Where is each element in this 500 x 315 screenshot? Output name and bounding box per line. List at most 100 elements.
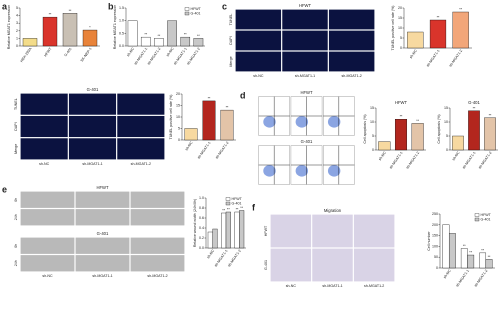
row-label: 24h xyxy=(14,214,18,220)
significance-mark: ** xyxy=(240,206,243,210)
x-tick-label: sh-NC xyxy=(184,140,193,151)
micrograph xyxy=(282,9,328,30)
significance-mark: ** xyxy=(197,34,200,38)
significance-mark: ** xyxy=(437,15,440,19)
significance-mark: ** xyxy=(226,106,229,110)
bar xyxy=(442,224,450,269)
micrograph xyxy=(117,138,165,160)
micrograph xyxy=(20,209,75,226)
bar xyxy=(378,141,391,151)
x-tick-label: sh-NC xyxy=(409,48,418,59)
y-tick-label: 200 xyxy=(432,223,438,227)
x-tick-label: sh-NC xyxy=(378,150,387,161)
bar xyxy=(62,13,78,47)
column-label: sh-NC xyxy=(253,74,264,78)
bar xyxy=(484,117,496,151)
y-tick-label: 150 xyxy=(432,234,438,238)
column-label: sh-MGAT1-1 xyxy=(92,274,112,278)
x-tick-label: sh-NC xyxy=(206,248,215,259)
x-tick-label: sh-MGAT1-1 xyxy=(426,49,441,68)
bar xyxy=(22,38,38,47)
significance-mark: ** xyxy=(489,113,492,117)
panel-label: b xyxy=(108,1,114,11)
x-tick-label: sh-NC xyxy=(443,268,452,279)
bar xyxy=(467,254,475,269)
x-tick-label: sh-MGAT1-2 xyxy=(147,47,162,66)
x-tick-label: sh-MGAT1-2 xyxy=(405,151,420,170)
y-axis-label: Cell apoptosis (%) xyxy=(437,114,441,143)
image-title: G-401 xyxy=(87,87,99,92)
x-tick-label: HFWT xyxy=(43,46,53,57)
micrograph xyxy=(353,214,395,248)
significance-mark: ** xyxy=(400,115,403,119)
panel-label: a xyxy=(2,1,8,11)
row-label: HFWT xyxy=(264,225,268,236)
flow-cloud xyxy=(295,165,309,177)
micrograph xyxy=(75,237,130,254)
y-tick-label: 250 xyxy=(432,212,438,216)
micrograph xyxy=(117,93,165,115)
y-tick-label: 0 xyxy=(446,148,448,152)
legend-label: G-401 xyxy=(481,217,491,221)
y-tick-label: 0 xyxy=(400,46,402,50)
x-tick-label: sh-MGAT1-2 xyxy=(448,49,463,68)
bar xyxy=(42,16,58,47)
micrograph xyxy=(312,248,353,282)
panel-label: e xyxy=(2,184,7,194)
bar xyxy=(167,20,177,47)
micrograph xyxy=(282,51,328,72)
flow-cloud xyxy=(263,165,276,177)
bar xyxy=(429,19,447,49)
row-label: DAPI xyxy=(229,36,233,44)
significance-mark: ** xyxy=(144,33,147,37)
y-tick-label: 15 xyxy=(176,103,180,107)
row-label: 0h xyxy=(14,198,18,202)
y-tick-label: 3 xyxy=(16,21,18,25)
row-label: G-401 xyxy=(264,260,268,270)
column-label: sh-MGAT1-1 xyxy=(322,284,342,288)
significance-mark: * xyxy=(89,25,91,29)
micrograph xyxy=(312,214,353,248)
significance-mark: ** xyxy=(473,106,476,110)
column-label: sh-NC xyxy=(286,284,297,288)
y-tick-label: 5 xyxy=(400,36,402,40)
bar xyxy=(234,211,240,249)
micrograph xyxy=(68,138,117,160)
y-tick-label: 50 xyxy=(434,255,438,259)
flow-cloud xyxy=(263,116,276,128)
micrograph xyxy=(20,255,75,272)
y-tick-label: 0.0 xyxy=(199,246,204,250)
micrograph xyxy=(130,237,185,254)
significance-mark: ** xyxy=(49,13,52,17)
bar xyxy=(452,135,464,151)
bar xyxy=(202,100,216,141)
micrograph xyxy=(328,30,375,51)
chart-title: G-401 xyxy=(468,100,480,105)
y-tick-label: 10 xyxy=(370,120,374,124)
bar xyxy=(460,248,468,269)
micrograph xyxy=(282,30,328,51)
image-title: HFWT xyxy=(96,185,109,190)
legend-swatch xyxy=(474,217,480,222)
row-label: 24h xyxy=(14,260,18,266)
y-axis-label: TUNEL positive cell rate (%) xyxy=(391,5,395,50)
micrograph xyxy=(270,214,312,248)
row-label: 0h xyxy=(14,244,18,248)
micrograph xyxy=(270,248,312,282)
significance-mark: ** xyxy=(469,250,472,254)
micrograph xyxy=(68,93,117,115)
bar xyxy=(154,38,164,47)
y-tick-label: 0.2 xyxy=(199,236,204,240)
micrograph xyxy=(20,191,75,208)
bar xyxy=(127,20,138,47)
x-tick-label: sh-NC xyxy=(166,46,175,57)
column-label: sh-MGAT1-1 xyxy=(82,162,102,166)
bar xyxy=(221,212,227,249)
bar xyxy=(225,211,231,249)
bar xyxy=(485,259,493,269)
legend-label: G-401 xyxy=(191,11,201,15)
column-label: sh-MGAT1-2 xyxy=(342,74,362,78)
y-tick-label: 5 xyxy=(16,6,18,10)
y-tick-label: 0.6 xyxy=(199,216,204,220)
